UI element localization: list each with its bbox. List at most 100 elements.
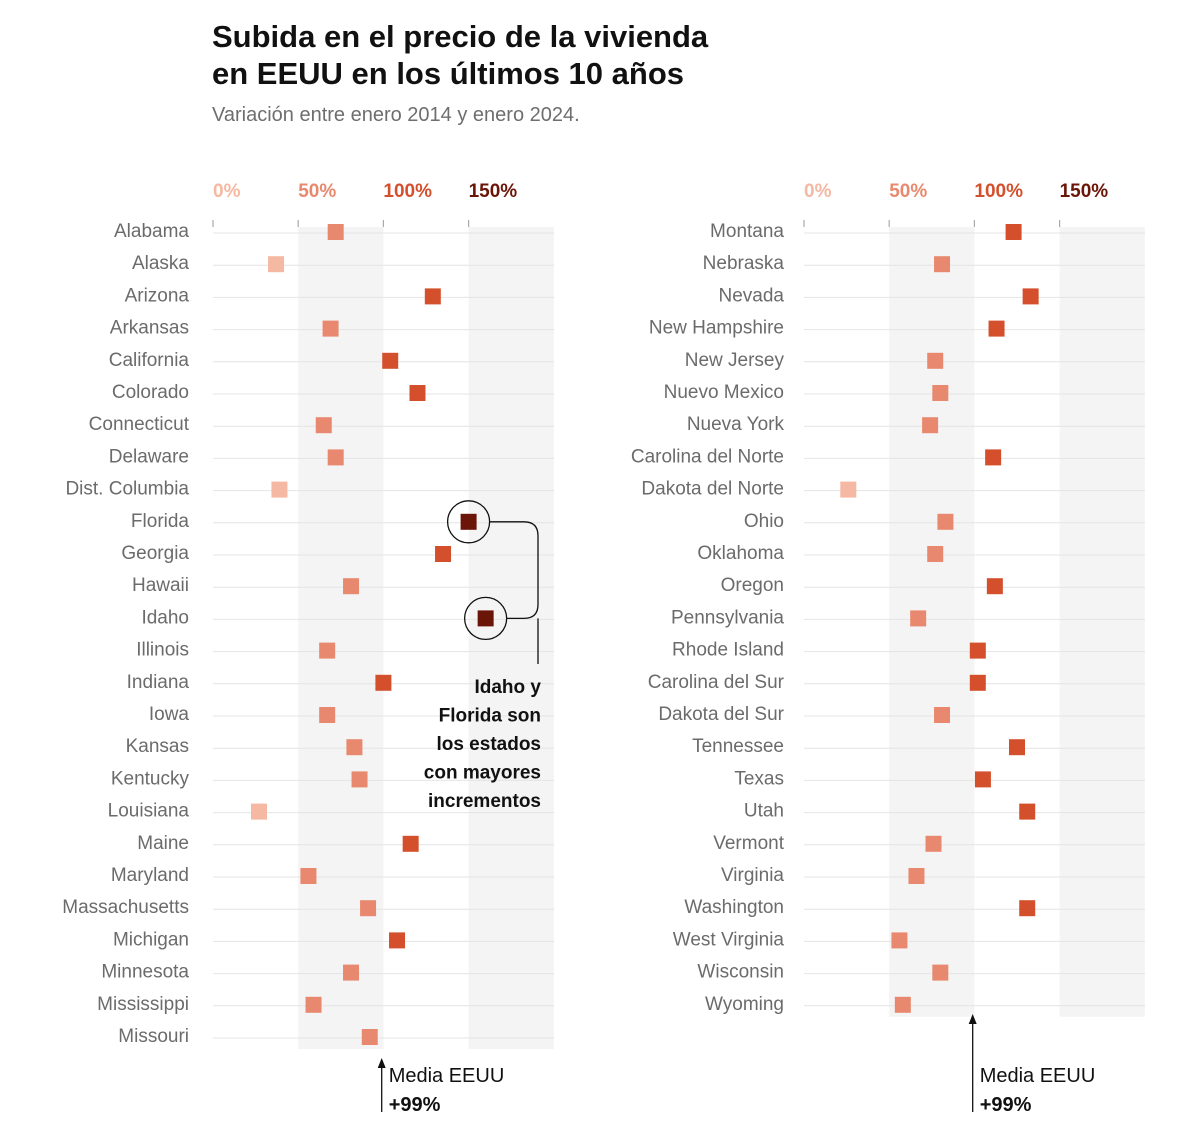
state-label: Maine	[137, 833, 189, 854]
state-label: Pennsylvania	[671, 607, 784, 628]
data-point	[319, 707, 336, 723]
state-label: Missouri	[118, 1026, 189, 1047]
data-point	[268, 256, 285, 273]
data-point	[343, 964, 360, 981]
state-label: Illinois	[136, 640, 189, 661]
state-label: Connecticut	[89, 414, 190, 435]
data-point	[346, 739, 363, 756]
state-label: Carolina del Norte	[631, 446, 784, 467]
state-label: Minnesota	[101, 962, 189, 983]
data-point	[891, 932, 908, 949]
data-point	[927, 352, 944, 369]
data-point	[361, 1029, 378, 1045]
data-point	[402, 835, 419, 852]
state-label: Maryland	[111, 865, 189, 886]
data-point	[360, 900, 377, 917]
data-point	[409, 385, 426, 401]
state-label: Oregon	[721, 575, 784, 596]
data-point	[934, 707, 951, 723]
data-point	[322, 320, 339, 337]
state-label: Texas	[734, 768, 784, 789]
state-label: Wisconsin	[697, 962, 784, 983]
state-label: New Jersey	[685, 350, 785, 371]
state-label: Arizona	[125, 285, 190, 306]
chart-title: Subida en el precio de la vivienda en EE…	[212, 18, 708, 92]
band-50-100	[298, 227, 384, 1049]
band-50-100	[889, 227, 975, 1017]
data-point	[305, 996, 322, 1013]
x-tick-label: 50%	[298, 181, 336, 202]
data-point	[927, 546, 944, 562]
state-label: Dakota del Sur	[658, 704, 784, 725]
state-label: Virginia	[721, 865, 784, 886]
data-point	[934, 256, 951, 273]
state-label: Nueva York	[687, 414, 785, 435]
state-label: Arkansas	[110, 318, 189, 339]
state-label: Utah	[744, 801, 784, 822]
data-point	[343, 578, 360, 595]
state-label: Hawaii	[132, 575, 189, 596]
state-label: Georgia	[121, 543, 189, 564]
mean-arrow-head	[377, 1058, 386, 1068]
x-tick-label: 100%	[383, 181, 432, 202]
data-point	[375, 674, 392, 691]
data-point	[969, 642, 986, 659]
data-point	[315, 417, 332, 434]
mean-arrow-head	[968, 1014, 977, 1024]
data-point	[932, 964, 949, 981]
data-point	[922, 417, 939, 434]
annotation-text-line: con mayores	[424, 763, 541, 784]
data-point	[460, 513, 477, 530]
data-point	[477, 610, 494, 627]
state-label: Oklahoma	[697, 543, 784, 564]
title-line-1: Subida en el precio de la vivienda	[212, 19, 709, 54]
state-label: Louisiana	[108, 801, 190, 822]
x-tick-label: 150%	[1060, 181, 1109, 202]
band-150-200	[1059, 227, 1145, 1017]
state-label: Ohio	[744, 511, 784, 532]
state-label: Colorado	[112, 382, 189, 403]
mean-value: +99%	[389, 1094, 441, 1116]
state-label: Alabama	[114, 221, 189, 242]
data-point	[925, 835, 942, 852]
data-point	[1022, 288, 1039, 305]
data-point	[300, 868, 317, 884]
title-line-2: en EEUU en los últimos 10 años	[212, 56, 685, 91]
data-point	[389, 932, 406, 949]
state-label: Delaware	[109, 446, 189, 467]
panel-1: 0% 50% 100% 150% Alabama Alaska Arizona Arkansa…	[62, 181, 554, 1116]
x-tick-label: 150%	[469, 181, 518, 202]
annotation-text-line: incrementos	[428, 791, 541, 812]
state-label: West Virginia	[673, 929, 785, 950]
state-label: Wyoming	[705, 994, 784, 1015]
annotation-text-line: Idaho y	[474, 677, 541, 698]
data-point	[1005, 224, 1022, 240]
data-point	[424, 288, 441, 305]
state-label: Michigan	[113, 929, 189, 950]
state-label: California	[109, 350, 190, 371]
data-point	[985, 449, 1002, 466]
state-label: Nuevo Mexico	[664, 382, 784, 403]
state-label: Iowa	[149, 704, 190, 725]
x-tick-label: 0%	[213, 181, 241, 202]
state-label: Nevada	[719, 285, 785, 306]
x-tick-label: 50%	[889, 181, 927, 202]
data-point	[969, 674, 986, 691]
state-label: Tennessee	[692, 736, 784, 757]
data-point	[988, 320, 1005, 337]
data-point	[382, 352, 399, 369]
data-point	[271, 481, 288, 498]
data-point	[908, 868, 925, 884]
state-label: Dakota del Norte	[641, 479, 784, 500]
band-150-200	[468, 227, 554, 1049]
state-label: Florida	[131, 511, 190, 532]
annotation-text-line: Florida son	[439, 706, 541, 727]
state-label: Dist. Columbia	[65, 479, 189, 500]
state-label: Nebraska	[703, 253, 785, 274]
state-label: Idaho	[141, 607, 189, 628]
data-point	[1019, 803, 1036, 820]
mean-label: Media EEUU	[389, 1065, 505, 1087]
x-tick-label: 0%	[804, 181, 832, 202]
state-label: Kentucky	[111, 768, 190, 789]
x-tick-label: 100%	[974, 181, 1023, 202]
